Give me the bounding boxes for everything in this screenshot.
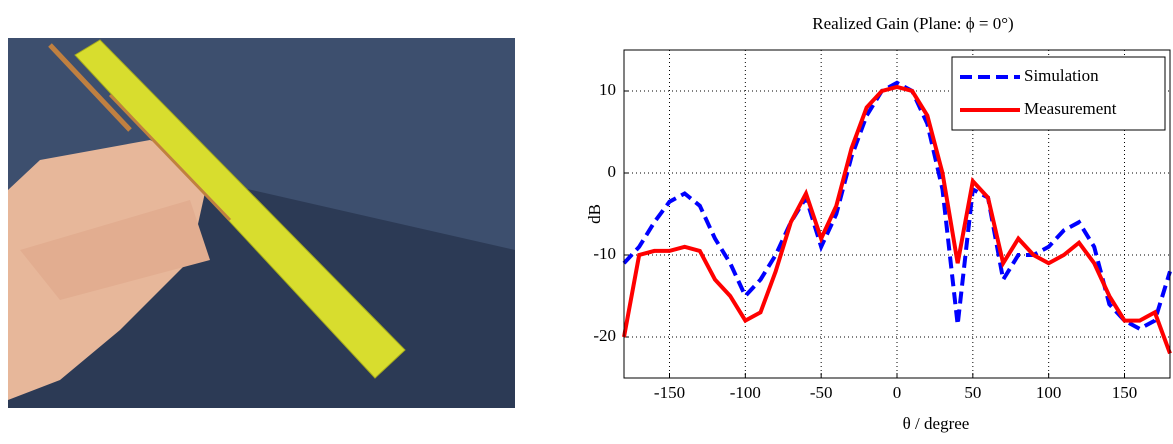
- y-tick-label: 0: [608, 162, 617, 181]
- x-axis-label: θ / degree: [903, 414, 970, 433]
- y-tick-label: 10: [599, 80, 616, 99]
- photo-connector: [48, 43, 132, 132]
- legend-box: [951, 56, 1166, 131]
- photo-feed: [108, 93, 232, 222]
- line-series: [622, 80, 1172, 332]
- photo: [8, 38, 515, 408]
- photo-fingers: [20, 200, 210, 300]
- y-tick-label: -20: [593, 326, 616, 345]
- plot-frame: [623, 49, 1171, 379]
- chart-title: Realized Gain (Plane: ϕ = 0°): [812, 14, 1013, 33]
- x-tick-label: -50: [810, 383, 833, 402]
- x-tick-label: 50: [964, 383, 981, 402]
- x-tick-label: -150: [654, 383, 685, 402]
- photo-board: [74, 39, 406, 379]
- x-tick-label: 150: [1112, 383, 1138, 402]
- y-tick-label: -10: [593, 244, 616, 263]
- y-axis-label: dB: [585, 204, 604, 224]
- line-series: [622, 84, 1172, 355]
- x-tick-label: 0: [893, 383, 902, 402]
- legend-label: Measurement: [1024, 99, 1117, 118]
- legend-label: Simulation: [1024, 66, 1099, 85]
- x-tick-label: 100: [1036, 383, 1062, 402]
- x-tick-label: -100: [730, 383, 761, 402]
